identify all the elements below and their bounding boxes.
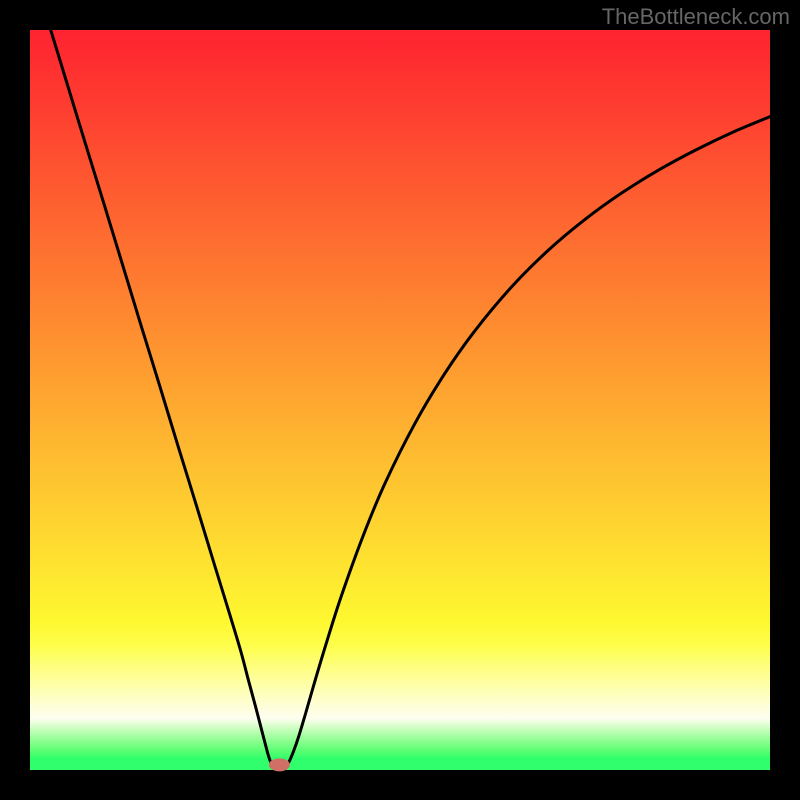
plot-background [30, 30, 770, 770]
chart-container: TheBottleneck.com [0, 0, 800, 800]
bottleneck-chart [0, 0, 800, 800]
minimum-marker [269, 759, 289, 771]
attribution-label: TheBottleneck.com [602, 4, 790, 30]
